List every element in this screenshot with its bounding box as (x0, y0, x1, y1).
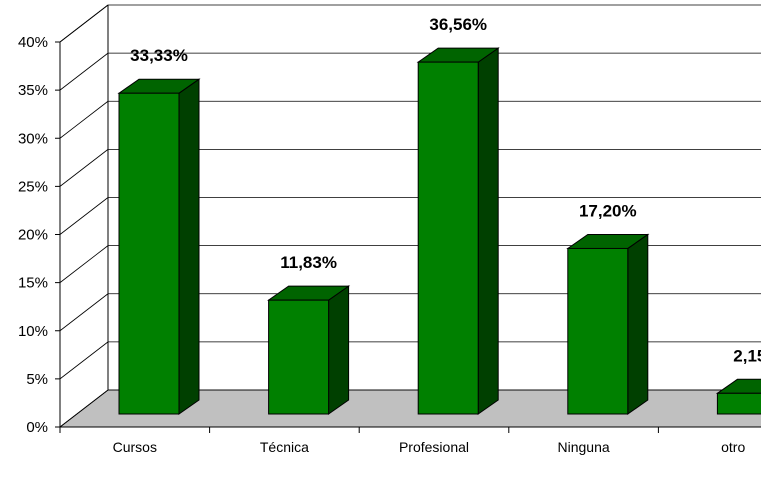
bar-otro (715, 378, 761, 415)
y-tick-label: 10% (18, 323, 48, 340)
bar-front (118, 92, 180, 415)
bar-layer (117, 47, 761, 415)
side-wall-gridline (59, 341, 109, 380)
data-label: 17,20% (579, 201, 637, 220)
y-tick-label: 15% (18, 275, 48, 292)
label-layer: 33,33% 11,83% 36,56% 17,20% 2,15% (130, 15, 761, 365)
y-tick-label: 35% (18, 82, 48, 99)
side-wall-gridline (59, 389, 109, 428)
x-tick-label: otro (721, 439, 745, 455)
bar-side (627, 233, 649, 415)
y-tick-label: 5% (26, 371, 48, 388)
side-wall-gridline (59, 197, 109, 235)
bar-front (268, 299, 330, 415)
y-tick-label: 30% (18, 130, 48, 147)
y-tick-label: 25% (18, 178, 48, 195)
bar-profesional (416, 47, 500, 415)
bar-front (716, 392, 761, 415)
data-label: 36,56% (429, 15, 487, 34)
bar-side (328, 285, 350, 415)
x-tick-label: Profesional (399, 439, 469, 455)
x-tick-label: Cursos (113, 439, 157, 455)
bar-ninguna (566, 233, 650, 415)
bar-cursos (117, 78, 201, 415)
bar-front (417, 61, 479, 415)
side-wall-gridline (59, 293, 109, 332)
side-wall-gridline (59, 100, 109, 139)
y-tick-label: 40% (18, 34, 48, 51)
bar-side (477, 47, 499, 415)
x-tick-label: Ninguna (558, 439, 610, 455)
data-label: 2,15% (733, 346, 761, 365)
bar-side (178, 78, 200, 415)
side-wall-gridline (59, 149, 109, 187)
bar-técnica (267, 285, 351, 415)
data-label: 11,83% (280, 253, 337, 272)
y-tick-label: 20% (18, 227, 48, 244)
side-wall-gridline (59, 4, 109, 43)
axis-layer: 0% 5% 10% 15% 20% 25% 30% 35% 40% Cursos Técnica Pr… (18, 34, 761, 455)
bar-front (567, 247, 629, 415)
data-label: 33,33% (130, 46, 188, 65)
x-tick-label: Técnica (260, 439, 309, 455)
y-tick-label: 0% (26, 419, 48, 436)
side-wall-gridline (59, 52, 109, 91)
bar-top (715, 378, 761, 394)
side-wall-gridline (59, 245, 109, 283)
